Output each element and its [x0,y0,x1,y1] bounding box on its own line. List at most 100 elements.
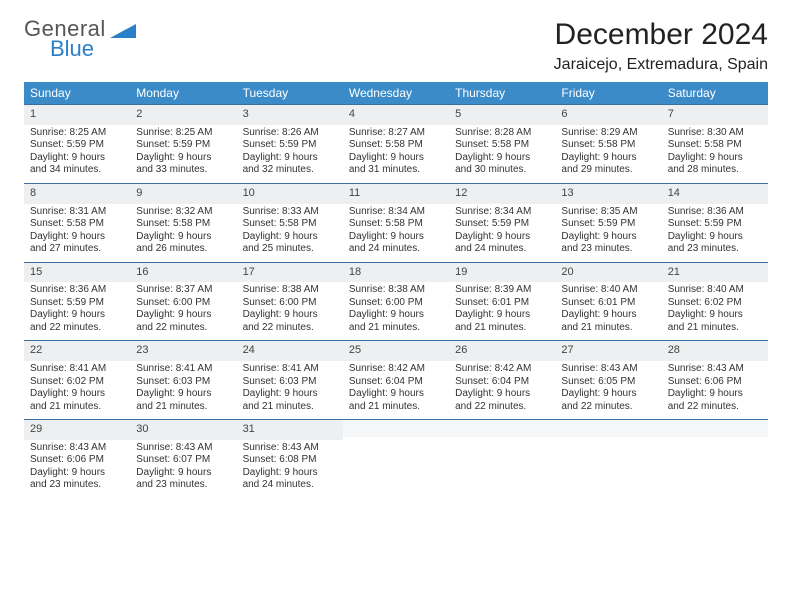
sunrise-line: Sunrise: 8:42 AM [349,363,443,376]
daylight-line-2: and 21 minutes. [455,322,549,335]
sunrise-line: Sunrise: 8:43 AM [30,442,124,455]
sunset-line: Sunset: 6:00 PM [243,297,337,310]
sunset-line: Sunset: 6:03 PM [243,376,337,389]
daylight-line-1: Daylight: 9 hours [455,231,549,244]
calendar-cell: 30Sunrise: 8:43 AMSunset: 6:07 PMDayligh… [130,419,236,498]
sunset-line: Sunset: 6:00 PM [349,297,443,310]
day-number: 27 [555,340,661,361]
day-number: 8 [24,183,130,204]
daylight-line-1: Daylight: 9 hours [455,388,549,401]
weekday-header-row: SundayMondayTuesdayWednesdayThursdayFrid… [24,82,768,104]
daylight-line-2: and 32 minutes. [243,164,337,177]
day-number: 29 [24,419,130,440]
day-number: 19 [449,262,555,283]
day-number: 26 [449,340,555,361]
daylight-line-1: Daylight: 9 hours [455,309,549,322]
day-number: 15 [24,262,130,283]
daylight-line-2: and 21 minutes. [349,322,443,335]
calendar-cell: 19Sunrise: 8:39 AMSunset: 6:01 PMDayligh… [449,262,555,341]
daylight-line-1: Daylight: 9 hours [349,152,443,165]
calendar-cell: 28Sunrise: 8:43 AMSunset: 6:06 PMDayligh… [662,340,768,419]
sunrise-line: Sunrise: 8:43 AM [668,363,762,376]
sunset-line: Sunset: 6:01 PM [561,297,655,310]
daylight-line-1: Daylight: 9 hours [243,467,337,480]
calendar-row: 1Sunrise: 8:25 AMSunset: 5:59 PMDaylight… [24,104,768,183]
day-number: 6 [555,104,661,125]
sunrise-line: Sunrise: 8:27 AM [349,127,443,140]
day-number: 2 [130,104,236,125]
daylight-line-1: Daylight: 9 hours [349,309,443,322]
daylight-line-1: Daylight: 9 hours [455,152,549,165]
sunrise-line: Sunrise: 8:40 AM [668,284,762,297]
sunrise-line: Sunrise: 8:38 AM [349,284,443,297]
daylight-line-1: Daylight: 9 hours [30,152,124,165]
sunset-line: Sunset: 6:01 PM [455,297,549,310]
location: Jaraicejo, Extremadura, Spain [554,56,768,74]
daylight-line-1: Daylight: 9 hours [243,309,337,322]
sunrise-line: Sunrise: 8:39 AM [455,284,549,297]
calendar-cell [343,419,449,498]
daylight-line-2: and 30 minutes. [455,164,549,177]
sunset-line: Sunset: 6:05 PM [561,376,655,389]
daylight-line-2: and 31 minutes. [349,164,443,177]
weekday-header: Monday [130,82,236,104]
sunset-line: Sunset: 5:59 PM [243,139,337,152]
sunrise-line: Sunrise: 8:41 AM [136,363,230,376]
calendar-table: SundayMondayTuesdayWednesdayThursdayFrid… [24,82,768,498]
day-number: 3 [237,104,343,125]
sunset-line: Sunset: 5:59 PM [668,218,762,231]
weekday-header: Sunday [24,82,130,104]
daylight-line-2: and 22 minutes. [30,322,124,335]
daylight-line-1: Daylight: 9 hours [561,309,655,322]
daylight-line-1: Daylight: 9 hours [349,388,443,401]
day-number: 30 [130,419,236,440]
daylight-line-1: Daylight: 9 hours [561,388,655,401]
sunset-line: Sunset: 6:06 PM [668,376,762,389]
daylight-line-2: and 23 minutes. [668,243,762,256]
sunset-line: Sunset: 6:03 PM [136,376,230,389]
day-number: 21 [662,262,768,283]
sunrise-line: Sunrise: 8:25 AM [30,127,124,140]
day-number: 22 [24,340,130,361]
empty-day [662,419,768,437]
daylight-line-2: and 21 minutes. [668,322,762,335]
calendar-cell: 27Sunrise: 8:43 AMSunset: 6:05 PMDayligh… [555,340,661,419]
calendar-cell: 25Sunrise: 8:42 AMSunset: 6:04 PMDayligh… [343,340,449,419]
calendar-cell [555,419,661,498]
calendar-cell: 23Sunrise: 8:41 AMSunset: 6:03 PMDayligh… [130,340,236,419]
day-number: 4 [343,104,449,125]
weekday-header: Wednesday [343,82,449,104]
sunset-line: Sunset: 6:02 PM [668,297,762,310]
calendar-cell: 7Sunrise: 8:30 AMSunset: 5:58 PMDaylight… [662,104,768,183]
daylight-line-1: Daylight: 9 hours [349,231,443,244]
calendar-cell: 29Sunrise: 8:43 AMSunset: 6:06 PMDayligh… [24,419,130,498]
daylight-line-1: Daylight: 9 hours [243,388,337,401]
empty-day [343,419,449,437]
day-number: 28 [662,340,768,361]
day-number: 14 [662,183,768,204]
daylight-line-1: Daylight: 9 hours [561,231,655,244]
empty-day [449,419,555,437]
weekday-header: Thursday [449,82,555,104]
daylight-line-1: Daylight: 9 hours [136,309,230,322]
calendar-cell: 4Sunrise: 8:27 AMSunset: 5:58 PMDaylight… [343,104,449,183]
daylight-line-2: and 28 minutes. [668,164,762,177]
daylight-line-2: and 21 minutes. [243,401,337,414]
daylight-line-1: Daylight: 9 hours [243,231,337,244]
day-number: 20 [555,262,661,283]
sunrise-line: Sunrise: 8:28 AM [455,127,549,140]
day-number: 13 [555,183,661,204]
day-number: 9 [130,183,236,204]
calendar-cell: 1Sunrise: 8:25 AMSunset: 5:59 PMDaylight… [24,104,130,183]
calendar-cell: 14Sunrise: 8:36 AMSunset: 5:59 PMDayligh… [662,183,768,262]
calendar-cell: 24Sunrise: 8:41 AMSunset: 6:03 PMDayligh… [237,340,343,419]
daylight-line-2: and 24 minutes. [455,243,549,256]
sunrise-line: Sunrise: 8:36 AM [668,206,762,219]
calendar-cell: 15Sunrise: 8:36 AMSunset: 5:59 PMDayligh… [24,262,130,341]
calendar-cell: 5Sunrise: 8:28 AMSunset: 5:58 PMDaylight… [449,104,555,183]
daylight-line-1: Daylight: 9 hours [668,309,762,322]
calendar-cell: 17Sunrise: 8:38 AMSunset: 6:00 PMDayligh… [237,262,343,341]
sunrise-line: Sunrise: 8:26 AM [243,127,337,140]
calendar-cell: 10Sunrise: 8:33 AMSunset: 5:58 PMDayligh… [237,183,343,262]
daylight-line-2: and 27 minutes. [30,243,124,256]
